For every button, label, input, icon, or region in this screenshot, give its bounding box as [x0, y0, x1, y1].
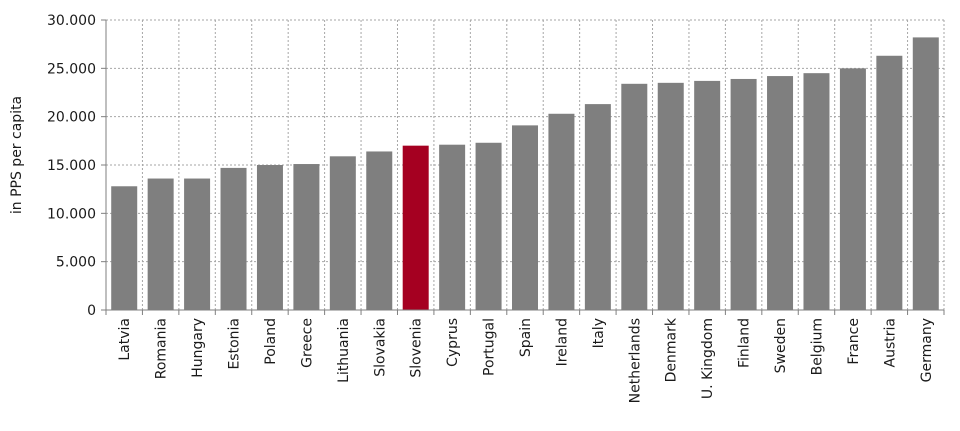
bar-belgium: [803, 73, 830, 311]
bar-lithuania: [329, 156, 356, 310]
category-label: Belgium: [809, 318, 825, 375]
bar-cyprus: [439, 144, 466, 310]
category-label: Lithuania: [336, 318, 352, 383]
bar-italy: [584, 104, 611, 310]
axes: [101, 19, 945, 315]
category-label: Spain: [518, 318, 534, 357]
bar-estonia: [220, 167, 247, 310]
category-label: Sweden: [773, 318, 789, 373]
category-label: Finland: [737, 318, 753, 368]
category-label: Germany: [919, 318, 935, 382]
y-tick-label: 30.000: [47, 13, 96, 29]
y-axis-title: in PPS per capita: [9, 96, 25, 214]
y-tick-label: 25.000: [47, 61, 96, 77]
category-label: Austria: [882, 318, 898, 367]
bar-denmark: [657, 82, 684, 310]
category-label: Denmark: [664, 317, 680, 382]
bar-netherlands: [621, 83, 648, 310]
bar-romania: [147, 178, 174, 310]
bar-greece: [293, 164, 320, 310]
category-label: Estonia: [227, 318, 243, 370]
category-label: Greece: [299, 318, 315, 368]
category-label: France: [846, 318, 862, 365]
y-tick-label: 5.000: [56, 255, 96, 271]
category-label: U. Kingdom: [700, 318, 716, 399]
bar-poland: [256, 165, 283, 310]
category-label: Italy: [591, 318, 607, 348]
bar-germany: [912, 37, 939, 311]
category-label: Portugal: [482, 318, 498, 376]
bar-finland: [730, 78, 757, 310]
y-tick-label: 15.000: [47, 158, 96, 174]
bar-slovenia: [402, 145, 429, 310]
category-label: Latvia: [117, 318, 133, 361]
bar-hungary: [184, 178, 211, 310]
y-tick-labels: 0 5.000 10.000 15.000 20.000 25.000 30.000: [47, 13, 96, 319]
category-label: Romania: [154, 318, 170, 379]
y-tick-label: 0: [87, 303, 96, 319]
category-label: Slovakia: [372, 318, 388, 377]
category-label: Poland: [263, 318, 279, 365]
grid: [106, 19, 945, 310]
bar-portugal: [475, 142, 502, 310]
bar-u-kingdom: [694, 80, 721, 311]
category-label: Cyprus: [445, 318, 461, 367]
category-label: Hungary: [190, 318, 206, 378]
y-tick-label: 10.000: [47, 206, 96, 222]
category-labels: Latvia Romania Hungary Estonia Poland Greece L…: [117, 317, 935, 403]
bar-france: [839, 68, 866, 310]
bar-spain: [512, 125, 538, 310]
bar-sweden: [767, 76, 794, 310]
bar-austria: [876, 55, 903, 311]
bar-ireland: [548, 113, 575, 311]
y-tick-label: 20.000: [47, 110, 96, 126]
bars: [111, 37, 939, 311]
category-label: Ireland: [554, 318, 570, 366]
bar-slovakia: [366, 151, 393, 310]
category-label: Slovenia: [409, 318, 425, 378]
category-label: Netherlands: [627, 318, 643, 403]
bar-latvia: [111, 186, 138, 310]
